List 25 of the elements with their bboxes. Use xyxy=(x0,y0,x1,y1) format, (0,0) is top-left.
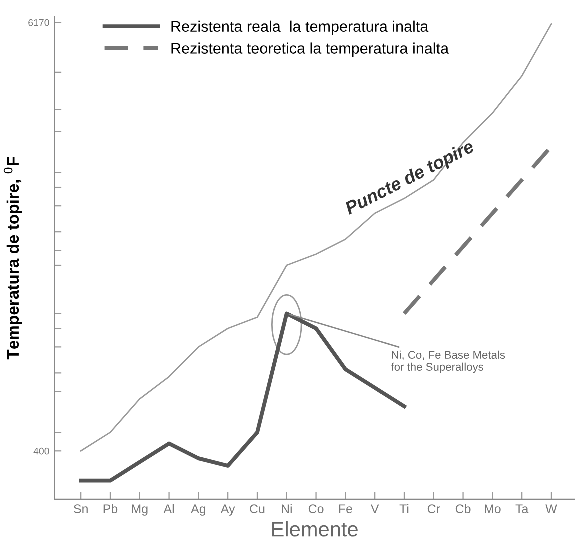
x-tick-label: V xyxy=(370,504,380,514)
x-tick-label: Ag xyxy=(191,504,206,516)
x-tick-label: Cu xyxy=(250,504,265,514)
y-tick-label: 6170 xyxy=(28,19,50,26)
x-tick-label: W xyxy=(546,504,558,514)
legend-label: Rezistenta teoretica la temperatura inalta xyxy=(172,42,450,57)
x-tick-label: Cb xyxy=(456,504,471,514)
annotation: Ni, Co, Fe Base Metals for the Superalloys xyxy=(391,350,506,374)
x-tick-label: Sn xyxy=(74,504,88,514)
x-tick-label: Ti xyxy=(400,504,409,514)
x-tick-label: Pb xyxy=(104,504,118,514)
legend-label: Rezistenta reala la temperatura inalta xyxy=(172,20,429,36)
y-tick-label: 400 xyxy=(34,448,50,455)
x-tick-label: Mo xyxy=(485,504,501,514)
x-tick-label: Cr xyxy=(428,504,440,514)
line-series xyxy=(79,312,406,483)
x-tick-label: Fe xyxy=(339,504,352,514)
x-tick-label: Mg xyxy=(132,504,148,516)
x-tick-label: Ay xyxy=(220,504,236,516)
x-tick-label: Co xyxy=(308,504,324,514)
y-axis-title: Temperatura de topire, $^{0}$F xyxy=(4,156,22,360)
x-tick-label: Ta xyxy=(516,504,529,514)
x-axis-title: Elemente xyxy=(272,521,358,537)
x-tick-label: Ni xyxy=(282,504,292,514)
x-tick-label: Al xyxy=(164,504,174,514)
